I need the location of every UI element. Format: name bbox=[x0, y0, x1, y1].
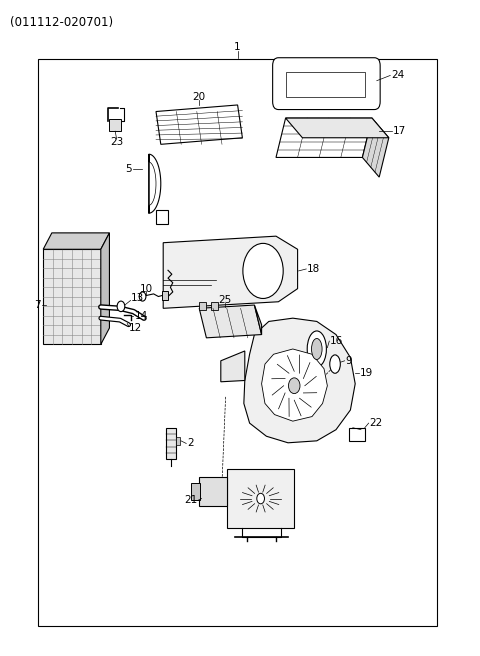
Polygon shape bbox=[286, 118, 389, 138]
Text: 10: 10 bbox=[140, 283, 153, 294]
Circle shape bbox=[139, 292, 146, 301]
Polygon shape bbox=[349, 428, 365, 441]
Bar bbox=[162, 291, 168, 300]
Text: 19: 19 bbox=[360, 367, 373, 378]
Bar bbox=[43, 249, 101, 344]
Polygon shape bbox=[149, 154, 161, 213]
Text: 1: 1 bbox=[234, 42, 241, 52]
Text: 16: 16 bbox=[330, 336, 344, 346]
Text: 12: 12 bbox=[129, 323, 142, 333]
Bar bbox=[38, 59, 437, 626]
Text: 5: 5 bbox=[125, 164, 132, 174]
Circle shape bbox=[243, 243, 283, 298]
Text: 18: 18 bbox=[307, 264, 321, 274]
Circle shape bbox=[117, 301, 125, 312]
Ellipse shape bbox=[312, 338, 322, 359]
Text: 17: 17 bbox=[393, 126, 406, 136]
Polygon shape bbox=[166, 428, 176, 459]
Bar bbox=[176, 437, 180, 445]
Polygon shape bbox=[262, 349, 327, 421]
Polygon shape bbox=[199, 305, 262, 338]
Polygon shape bbox=[362, 118, 389, 177]
Text: 22: 22 bbox=[370, 418, 383, 428]
Polygon shape bbox=[149, 162, 156, 205]
Text: 2: 2 bbox=[187, 438, 194, 449]
Text: 20: 20 bbox=[192, 92, 206, 102]
Text: 9: 9 bbox=[346, 356, 352, 366]
Text: 24: 24 bbox=[391, 70, 405, 81]
Ellipse shape bbox=[307, 331, 326, 367]
Polygon shape bbox=[101, 233, 109, 344]
Polygon shape bbox=[163, 236, 298, 308]
FancyBboxPatch shape bbox=[273, 58, 380, 110]
Bar bbox=[199, 302, 206, 310]
Text: 25: 25 bbox=[218, 295, 231, 305]
Bar bbox=[199, 477, 227, 506]
Ellipse shape bbox=[330, 355, 340, 373]
Polygon shape bbox=[43, 233, 109, 249]
Bar bbox=[286, 72, 365, 97]
Text: 7: 7 bbox=[34, 300, 41, 310]
Text: 21: 21 bbox=[184, 495, 198, 505]
Polygon shape bbox=[156, 105, 242, 144]
Polygon shape bbox=[244, 318, 355, 443]
Text: 23: 23 bbox=[110, 137, 123, 148]
Bar bbox=[227, 469, 294, 528]
Bar bbox=[109, 119, 121, 131]
Text: 13: 13 bbox=[131, 293, 144, 304]
Circle shape bbox=[288, 378, 300, 394]
Text: (011112-020701): (011112-020701) bbox=[10, 16, 113, 30]
Polygon shape bbox=[276, 118, 372, 157]
Polygon shape bbox=[254, 305, 262, 335]
Polygon shape bbox=[156, 210, 168, 224]
Circle shape bbox=[257, 493, 264, 504]
Text: 14: 14 bbox=[134, 311, 148, 321]
Polygon shape bbox=[221, 351, 245, 382]
Bar bbox=[211, 302, 218, 310]
Bar bbox=[191, 483, 200, 500]
